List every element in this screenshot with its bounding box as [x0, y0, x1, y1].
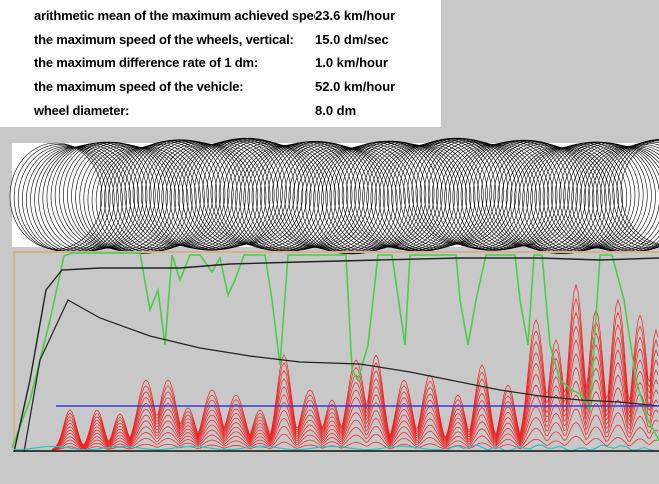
- info-value: 15.0 dm/sec: [315, 31, 389, 47]
- info-value: 23.6 km/hour: [315, 8, 396, 24]
- wheel-outline: [460, 142, 554, 249]
- info-value: 52.0 km/hour: [315, 79, 396, 95]
- wheel-outline: [149, 141, 242, 249]
- info-row-difference-rate: the maximum difference rate of 1 dm: 1.0…: [34, 51, 435, 75]
- wheel-outline: [362, 143, 455, 251]
- wheel-outline: [390, 141, 484, 249]
- wheel-outline: [214, 140, 308, 247]
- black-declining-line: [23, 299, 659, 453]
- info-label: the maximum speed of the wheels, vertica…: [34, 31, 294, 47]
- black-speed-line: [13, 257, 659, 453]
- wheel-outline: [600, 142, 659, 250]
- wheel-outline: [308, 147, 402, 255]
- wheel-outline: [522, 146, 615, 254]
- info-panel: arithmetic mean of the maximum achieved …: [0, 0, 441, 127]
- wheel-outline: [251, 143, 345, 251]
- wheel-outline: [436, 143, 529, 250]
- wheel-outline: [493, 142, 587, 250]
- wheel-outline: [538, 143, 632, 250]
- wheel-outline: [79, 144, 172, 252]
- wheel-outline: [190, 139, 283, 246]
- wheel-outline: [71, 142, 164, 250]
- wheel-outline: [616, 138, 659, 246]
- wheel-outline: [177, 142, 271, 249]
- wheel-outline: [415, 138, 509, 245]
- wheel-outline: [218, 141, 312, 249]
- red-curve: [51, 283, 659, 450]
- info-row-vehicle-speed: the maximum speed of the vehicle: 52.0 k…: [34, 75, 435, 99]
- info-label: the maximum speed of the vehicle:: [34, 79, 244, 95]
- wheel-outline: [9, 142, 103, 250]
- wheel-outline: [620, 139, 659, 245]
- info-value: 8.0 dm: [315, 102, 357, 118]
- wheel-outline: [386, 142, 480, 250]
- cyan-ground-line: [13, 443, 657, 453]
- wheel-outline: [395, 140, 488, 248]
- red-curve: [52, 435, 659, 451]
- wheel-outline: [284, 143, 378, 251]
- wheel-outline: [280, 142, 373, 249]
- wheel-outline: [354, 142, 447, 249]
- info-row-wheel-diameter: wheel diameter: 8.0 dm: [34, 98, 435, 122]
- info-label: the maximum difference rate of 1 dm:: [34, 55, 258, 71]
- wheel-outline: [419, 138, 513, 246]
- red-curve: [51, 394, 659, 451]
- wheel-outline: [534, 144, 628, 251]
- wheel-trail: [9, 137, 659, 255]
- wheel-outline: [423, 139, 517, 247]
- info-label: wheel diameter:: [34, 102, 130, 118]
- wheel-outline: [50, 142, 144, 250]
- green-speed-line: [11, 252, 659, 449]
- wheel-outline: [186, 140, 279, 247]
- wheel-outline: [173, 143, 267, 250]
- red-curve: [51, 353, 659, 450]
- wheel-outline: [222, 142, 316, 250]
- info-label: arithmetic mean of the maximum achieved …: [34, 8, 315, 24]
- info-row-mean-speed: arithmetic mean of the maximum achieved …: [34, 4, 435, 28]
- red-curve: [51, 297, 659, 450]
- wheel-outline: [226, 143, 320, 251]
- info-value: 1.0 km/hour: [315, 55, 388, 71]
- wheel-outline: [13, 144, 107, 251]
- red-curve: [51, 380, 659, 451]
- red-curve: [51, 422, 659, 451]
- red-curve: [51, 339, 659, 450]
- red-curve: [51, 408, 659, 451]
- info-row-wheel-speed: the maximum speed of the wheels, vertica…: [34, 28, 435, 52]
- wheel-outline: [112, 144, 205, 251]
